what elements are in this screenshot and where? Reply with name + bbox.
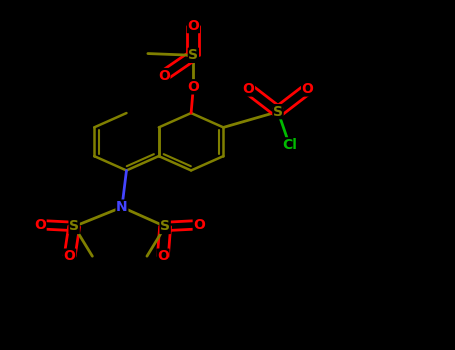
Text: O: O xyxy=(302,82,313,96)
Text: O: O xyxy=(34,218,46,232)
Text: O: O xyxy=(158,69,170,83)
Text: N: N xyxy=(116,200,128,214)
Text: S: S xyxy=(273,105,283,119)
Text: S: S xyxy=(69,219,79,233)
Text: Cl: Cl xyxy=(282,138,297,152)
Text: O: O xyxy=(157,249,169,263)
Text: O: O xyxy=(243,82,254,96)
Text: O: O xyxy=(64,249,76,263)
Text: O: O xyxy=(193,218,205,232)
Text: S: S xyxy=(160,219,170,233)
Text: O: O xyxy=(187,19,199,33)
Text: O: O xyxy=(187,80,199,94)
Text: S: S xyxy=(188,48,198,62)
